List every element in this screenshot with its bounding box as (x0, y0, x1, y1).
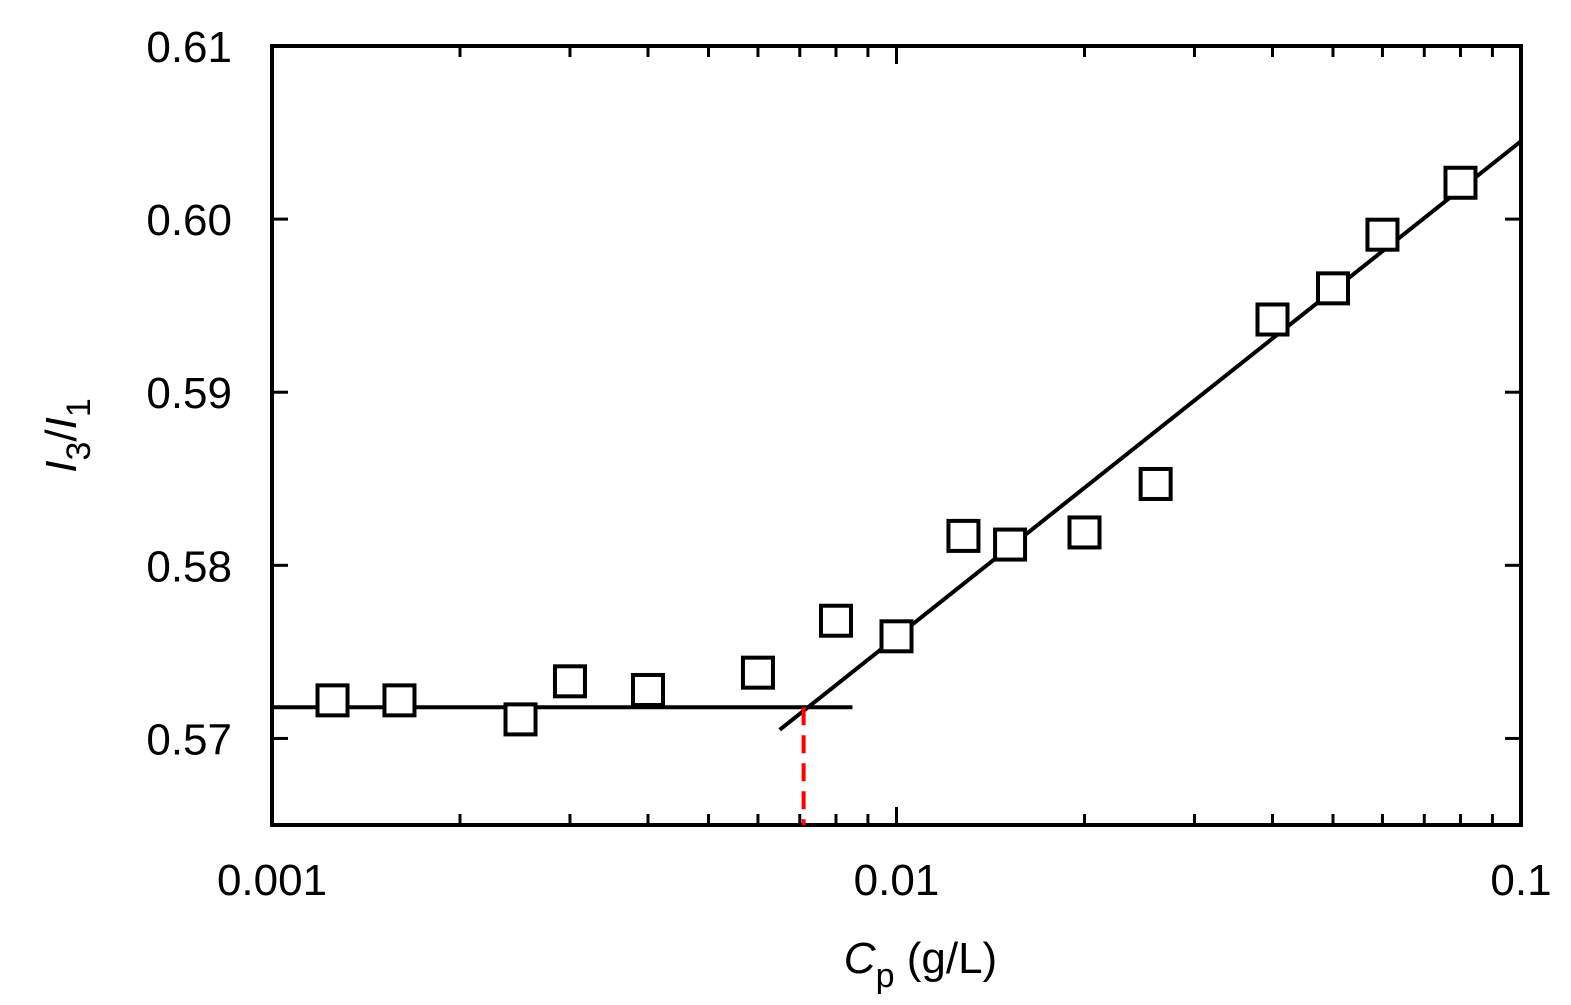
data-point (1316, 271, 1351, 306)
data-point (315, 683, 350, 718)
data-point (1067, 515, 1102, 550)
x-tick-label: 0.001 (217, 856, 327, 905)
y-tick-label: 0.57 (146, 715, 232, 764)
y-tick-label: 0.58 (146, 542, 232, 591)
tick-labels-group: 0.001 0.01 0.1 0.57 0.58 0.59 0.60 0.61 (146, 23, 1551, 905)
y-tick-label: 0.59 (146, 369, 232, 418)
data-point (1443, 165, 1478, 200)
y-axis-title: I3/I1 (37, 398, 98, 473)
data-point (503, 702, 538, 737)
data-point (946, 518, 981, 553)
data-points-group (315, 165, 1478, 737)
y-tick-label: 0.61 (146, 23, 232, 72)
data-point (382, 683, 417, 718)
data-point (630, 672, 665, 707)
data-point (1255, 302, 1290, 337)
y-axis-title-num-subscript: 3 (60, 442, 98, 461)
data-point (993, 527, 1028, 562)
x-axis-title-units: (g/L) (895, 934, 998, 983)
y-tick-label: 0.60 (146, 196, 232, 245)
ticks-group (272, 46, 1521, 825)
y-axis-title-den: I (37, 417, 86, 429)
data-point (1365, 217, 1400, 252)
data-point (740, 655, 775, 690)
x-axis-title: Cp (g/L) (844, 934, 997, 995)
data-point (1138, 466, 1173, 501)
x-tick-label: 0.1 (1490, 856, 1551, 905)
x-axis-title-subscript: p (876, 957, 895, 995)
fit-lines-group (272, 139, 1523, 825)
x-axis-title-var: C (844, 934, 877, 983)
data-point (818, 603, 853, 638)
data-point (552, 664, 587, 699)
y-axis-title-num: I (37, 461, 86, 473)
x-tick-label: 0.01 (854, 856, 940, 905)
data-point (879, 619, 914, 654)
y-axis-title-slash: / (37, 429, 86, 442)
y-axis-title-den-subscript: 1 (60, 398, 98, 417)
